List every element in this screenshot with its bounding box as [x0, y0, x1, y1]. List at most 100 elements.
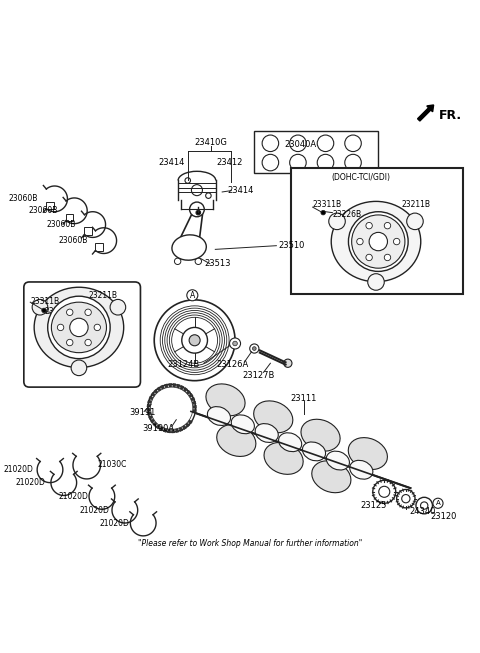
Circle shape	[164, 401, 179, 415]
Circle shape	[262, 154, 279, 171]
Circle shape	[250, 344, 259, 353]
Circle shape	[345, 135, 361, 151]
Text: 23127B: 23127B	[243, 371, 275, 379]
Bar	[84, 227, 92, 234]
Polygon shape	[182, 425, 187, 430]
Text: 39191: 39191	[130, 408, 156, 417]
Circle shape	[190, 202, 204, 217]
Text: 23311B: 23311B	[312, 200, 342, 210]
Polygon shape	[151, 392, 156, 397]
Bar	[66, 214, 73, 221]
Bar	[291, 168, 463, 295]
Polygon shape	[191, 397, 195, 401]
Text: 23510: 23510	[278, 241, 305, 250]
Circle shape	[71, 360, 87, 375]
Polygon shape	[180, 385, 184, 390]
Ellipse shape	[312, 461, 351, 493]
Circle shape	[407, 213, 423, 230]
Ellipse shape	[278, 433, 302, 452]
Polygon shape	[147, 400, 152, 404]
Text: A: A	[190, 291, 195, 300]
Polygon shape	[147, 408, 151, 411]
Polygon shape	[192, 401, 196, 405]
Circle shape	[262, 135, 279, 151]
Text: 23410G: 23410G	[194, 138, 227, 148]
Polygon shape	[157, 387, 161, 391]
Ellipse shape	[331, 201, 421, 281]
Circle shape	[32, 300, 48, 315]
Polygon shape	[185, 422, 190, 427]
Polygon shape	[148, 415, 153, 419]
Polygon shape	[156, 424, 160, 429]
Polygon shape	[175, 428, 179, 433]
Ellipse shape	[348, 438, 387, 470]
FancyArrow shape	[418, 105, 433, 121]
Text: 23412: 23412	[217, 157, 243, 167]
Text: 23060B: 23060B	[47, 220, 76, 229]
Circle shape	[169, 406, 174, 411]
Text: 21030C: 21030C	[97, 460, 127, 469]
Ellipse shape	[350, 460, 373, 479]
Ellipse shape	[255, 424, 278, 443]
Circle shape	[192, 185, 203, 196]
Circle shape	[284, 359, 292, 368]
Text: 23513: 23513	[204, 259, 231, 268]
Text: 23414: 23414	[228, 186, 254, 195]
Circle shape	[289, 154, 306, 171]
Circle shape	[366, 223, 372, 229]
Text: 23311B: 23311B	[30, 296, 60, 306]
Polygon shape	[173, 383, 176, 387]
Polygon shape	[172, 429, 175, 433]
Circle shape	[189, 335, 200, 346]
Circle shape	[357, 238, 363, 245]
Circle shape	[352, 215, 405, 268]
Polygon shape	[183, 387, 188, 392]
Ellipse shape	[326, 451, 349, 470]
Circle shape	[57, 324, 64, 330]
Circle shape	[85, 340, 91, 345]
Polygon shape	[192, 406, 196, 408]
Polygon shape	[153, 422, 157, 426]
Text: "Please refer to Work Shop Manual for further information": "Please refer to Work Shop Manual for fu…	[138, 539, 362, 548]
Ellipse shape	[254, 401, 293, 433]
Polygon shape	[177, 384, 180, 389]
Circle shape	[48, 296, 110, 358]
Circle shape	[172, 317, 217, 363]
Polygon shape	[168, 429, 170, 433]
Circle shape	[229, 338, 240, 349]
Circle shape	[110, 300, 126, 315]
Circle shape	[67, 309, 73, 315]
Text: 23226B: 23226B	[332, 210, 361, 219]
Circle shape	[317, 135, 334, 151]
Circle shape	[368, 274, 384, 290]
Text: 23040A: 23040A	[284, 140, 316, 149]
Polygon shape	[150, 419, 155, 423]
Polygon shape	[159, 426, 163, 431]
Text: 23060B: 23060B	[59, 236, 88, 245]
Ellipse shape	[301, 419, 340, 451]
Circle shape	[416, 498, 432, 514]
Polygon shape	[189, 393, 193, 398]
Circle shape	[205, 193, 211, 199]
Polygon shape	[163, 428, 167, 432]
Circle shape	[329, 213, 345, 230]
Circle shape	[182, 327, 207, 353]
Circle shape	[384, 254, 391, 261]
Polygon shape	[147, 412, 152, 415]
Circle shape	[317, 154, 334, 171]
Text: 23211B: 23211B	[88, 291, 117, 300]
Ellipse shape	[34, 287, 124, 368]
Polygon shape	[165, 384, 168, 388]
Circle shape	[195, 258, 202, 264]
Text: 21020D: 21020D	[3, 465, 33, 474]
Text: 21020D: 21020D	[58, 492, 88, 501]
Ellipse shape	[172, 235, 206, 260]
Circle shape	[151, 387, 193, 430]
Circle shape	[252, 347, 256, 351]
Ellipse shape	[207, 407, 230, 426]
Circle shape	[196, 210, 201, 215]
Bar	[47, 202, 54, 209]
Bar	[96, 244, 103, 251]
Polygon shape	[149, 396, 154, 400]
Text: 23414: 23414	[158, 157, 185, 167]
